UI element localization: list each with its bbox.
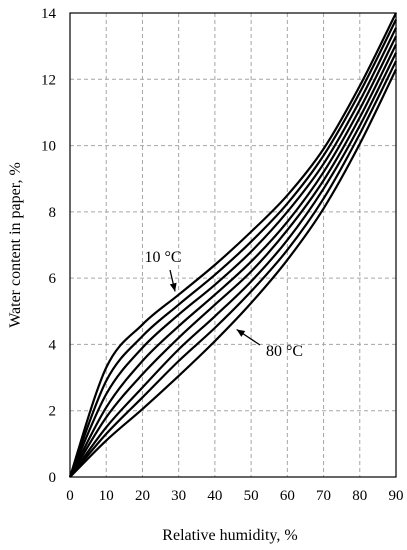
grid-lines [70, 13, 396, 477]
y-tick-labels: 0 2 4 6 8 10 12 14 [41, 6, 57, 486]
annotation-arrowhead [236, 329, 246, 337]
series-line-8 [69, 68, 397, 478]
series-line-4 [69, 35, 397, 478]
series-line-5 [69, 44, 397, 478]
x-axis-title: Relative humidity, % [162, 527, 297, 544]
x-tick-label: 10 [99, 488, 114, 504]
series-line-1 [68, 12, 397, 478]
y-tick-label: 6 [49, 271, 57, 287]
x-tick-label: 20 [135, 488, 150, 504]
y-axis-title: Water content in paper, % [7, 162, 24, 328]
series-line-3 [68, 27, 397, 478]
plot-frame [69, 12, 397, 478]
y-tick-label: 2 [49, 404, 57, 420]
x-tick-label: 60 [280, 488, 295, 504]
y-tick-label: 0 [49, 470, 57, 486]
series-line-6 [69, 52, 397, 478]
x-tick-label: 90 [389, 488, 404, 504]
x-tick-labels: 0 10 20 30 40 50 60 70 80 90 [66, 488, 403, 504]
y-tick-label: 14 [41, 6, 57, 22]
annotations: 10 °C 80 °C [144, 249, 303, 360]
y-tick-label: 8 [49, 205, 57, 221]
x-tick-label: 0 [66, 488, 74, 504]
y-tick-label: 12 [41, 72, 56, 88]
series-line-7 [69, 60, 397, 478]
x-tick-label: 80 [352, 488, 367, 504]
series-line-2 [68, 19, 397, 478]
x-tick-label: 30 [171, 488, 186, 504]
x-tick-label: 70 [316, 488, 331, 504]
curves [68, 12, 397, 478]
annotation-arrowhead [169, 282, 177, 292]
y-tick-label: 4 [49, 337, 57, 353]
x-tick-label: 50 [244, 488, 259, 504]
annotation-label-80c: 80 °C [266, 343, 303, 360]
annotation-label-10c: 10 °C [144, 249, 181, 266]
y-tick-label: 10 [41, 139, 56, 155]
x-tick-label: 40 [207, 488, 222, 504]
